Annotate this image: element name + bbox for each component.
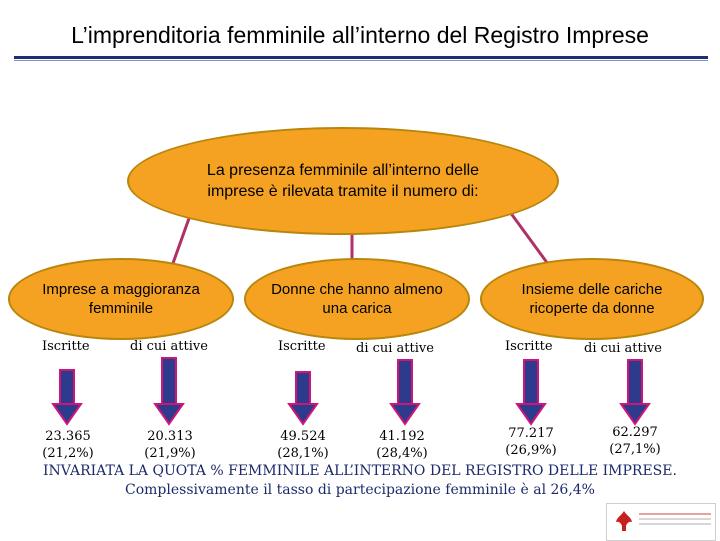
value-percent: (28,4%) — [376, 446, 428, 461]
value-percent: (27,1%) — [609, 442, 661, 457]
node-cariche-donne: Insieme delle cariche ricoperte da donne — [480, 258, 704, 340]
label-attive-3: di cui attive — [584, 341, 662, 356]
node-donne-carica: Donne che hanno almeno una carica — [244, 258, 470, 340]
title-underline-thin — [14, 60, 708, 61]
label-attive-2: di cui attive — [356, 341, 434, 356]
label-iscritte-3: Iscritte — [505, 339, 553, 354]
title-underline — [14, 56, 708, 59]
connector-right — [508, 211, 550, 265]
arrow-down-4 — [389, 359, 421, 426]
chamber-of-commerce-logo — [606, 503, 716, 541]
value-iscritte-2: 49.524 (28,1%) — [263, 428, 343, 462]
footer-note: INVARIATA LA QUOTA % FEMMINILE ALL’INTER… — [0, 462, 720, 500]
label-iscritte-2: Iscritte — [278, 339, 326, 354]
value-attive-1: 20.313 (21,9%) — [130, 428, 210, 462]
value-percent: (21,9%) — [144, 446, 196, 461]
value-number: 23.365 — [45, 429, 91, 444]
arrow-down-3 — [287, 371, 319, 426]
arrow-down-1 — [51, 369, 83, 426]
value-number: 49.524 — [280, 429, 326, 444]
page-title: L’imprenditoria femminile all’interno de… — [71, 22, 649, 48]
connector-left — [170, 209, 194, 267]
value-number: 77.217 — [508, 426, 554, 441]
value-percent: (26,9%) — [505, 443, 557, 458]
value-number: 62.297 — [612, 425, 658, 440]
arrow-down-5 — [515, 359, 547, 426]
value-percent: (28,1%) — [277, 446, 329, 461]
arrow-down-2 — [153, 357, 185, 426]
value-number: 41.192 — [379, 429, 425, 444]
label-attive-1: di cui attive — [130, 339, 208, 354]
arrow-down-6 — [619, 359, 651, 426]
footer-line-2: Complessivamente il tasso di partecipazi… — [125, 482, 595, 498]
value-iscritte-3: 77.217 (26,9%) — [491, 425, 571, 459]
value-attive-3: 62.297 (27,1%) — [595, 424, 675, 458]
main-node: La presenza femminile all’interno delle … — [127, 127, 559, 235]
node-imprese-femminili: Imprese a maggioranza femminile — [8, 258, 234, 340]
logo-text-placeholder — [639, 510, 711, 528]
lily-emblem-icon — [616, 511, 632, 531]
value-number: 20.313 — [147, 429, 193, 444]
label-iscritte-1: Iscritte — [42, 339, 90, 354]
value-percent: (21,2%) — [42, 446, 94, 461]
footer-line-1: INVARIATA LA QUOTA % FEMMINILE ALL’INTER… — [43, 463, 677, 479]
value-iscritte-1: 23.365 (21,2%) — [28, 428, 108, 462]
value-attive-2: 41.192 (28,4%) — [362, 428, 442, 462]
